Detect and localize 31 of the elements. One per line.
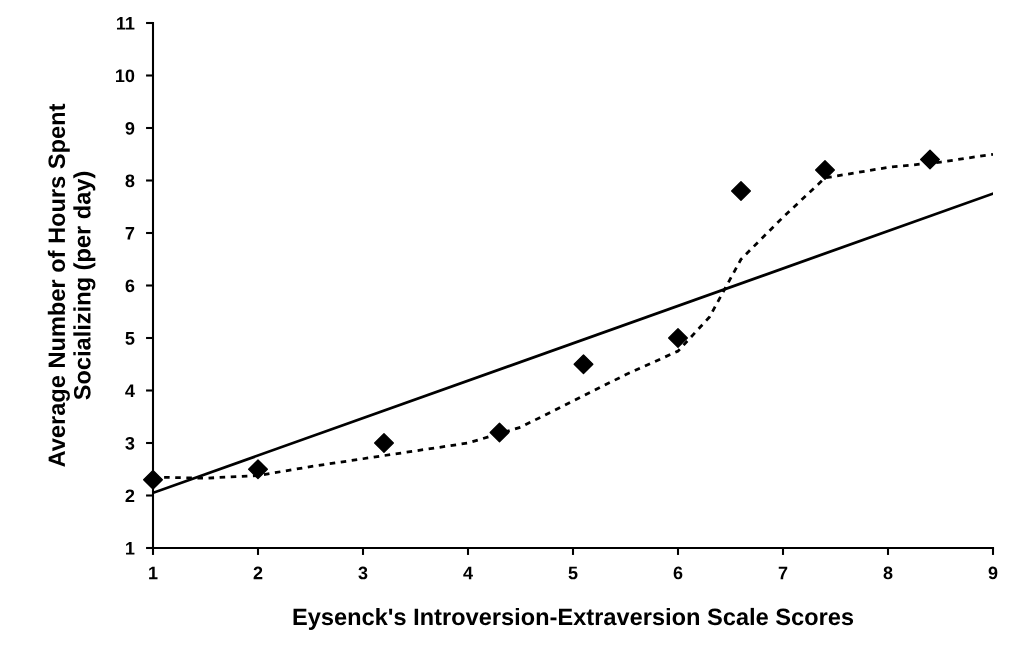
y-tick-label: 6 xyxy=(125,279,135,293)
y-tick-label: 5 xyxy=(125,332,135,345)
y-tick-label: 3 xyxy=(125,436,135,450)
x-tick-label: 5 xyxy=(568,566,578,580)
point xyxy=(373,432,395,454)
y-tick-label: 8 xyxy=(125,174,135,188)
point xyxy=(489,422,510,443)
point xyxy=(573,354,594,375)
x-tick-label: 8 xyxy=(883,566,893,580)
point xyxy=(730,180,752,202)
point xyxy=(667,327,689,349)
x-tick-label: 2 xyxy=(253,566,263,580)
point xyxy=(142,469,164,490)
x-tick-label: 4 xyxy=(463,566,473,580)
y-tick-label: 11 xyxy=(116,17,135,30)
point xyxy=(247,459,269,480)
y-tick-label: 9 xyxy=(125,121,135,135)
point xyxy=(814,159,836,181)
x-tick-label: 7 xyxy=(778,566,788,580)
x-tick-label: 6 xyxy=(673,566,683,580)
y-tick-label: 7 xyxy=(125,227,135,240)
point xyxy=(919,149,941,170)
x-tick-label: 3 xyxy=(358,566,368,580)
y-tick-label: 10 xyxy=(116,69,135,83)
x-tick-label: 1 xyxy=(149,566,158,580)
y-tick-label: 2 xyxy=(125,489,135,503)
y-tick-label: 4 xyxy=(125,384,135,398)
x-tick-label: 9 xyxy=(988,566,998,580)
y-axis-title: Average Number of Hours Spent Socializing (per day) xyxy=(47,103,96,467)
x-axis-title: Eysenck's Introversion-Extraversion Scale Scores xyxy=(293,607,854,630)
y-tick-label: 1 xyxy=(126,542,135,555)
